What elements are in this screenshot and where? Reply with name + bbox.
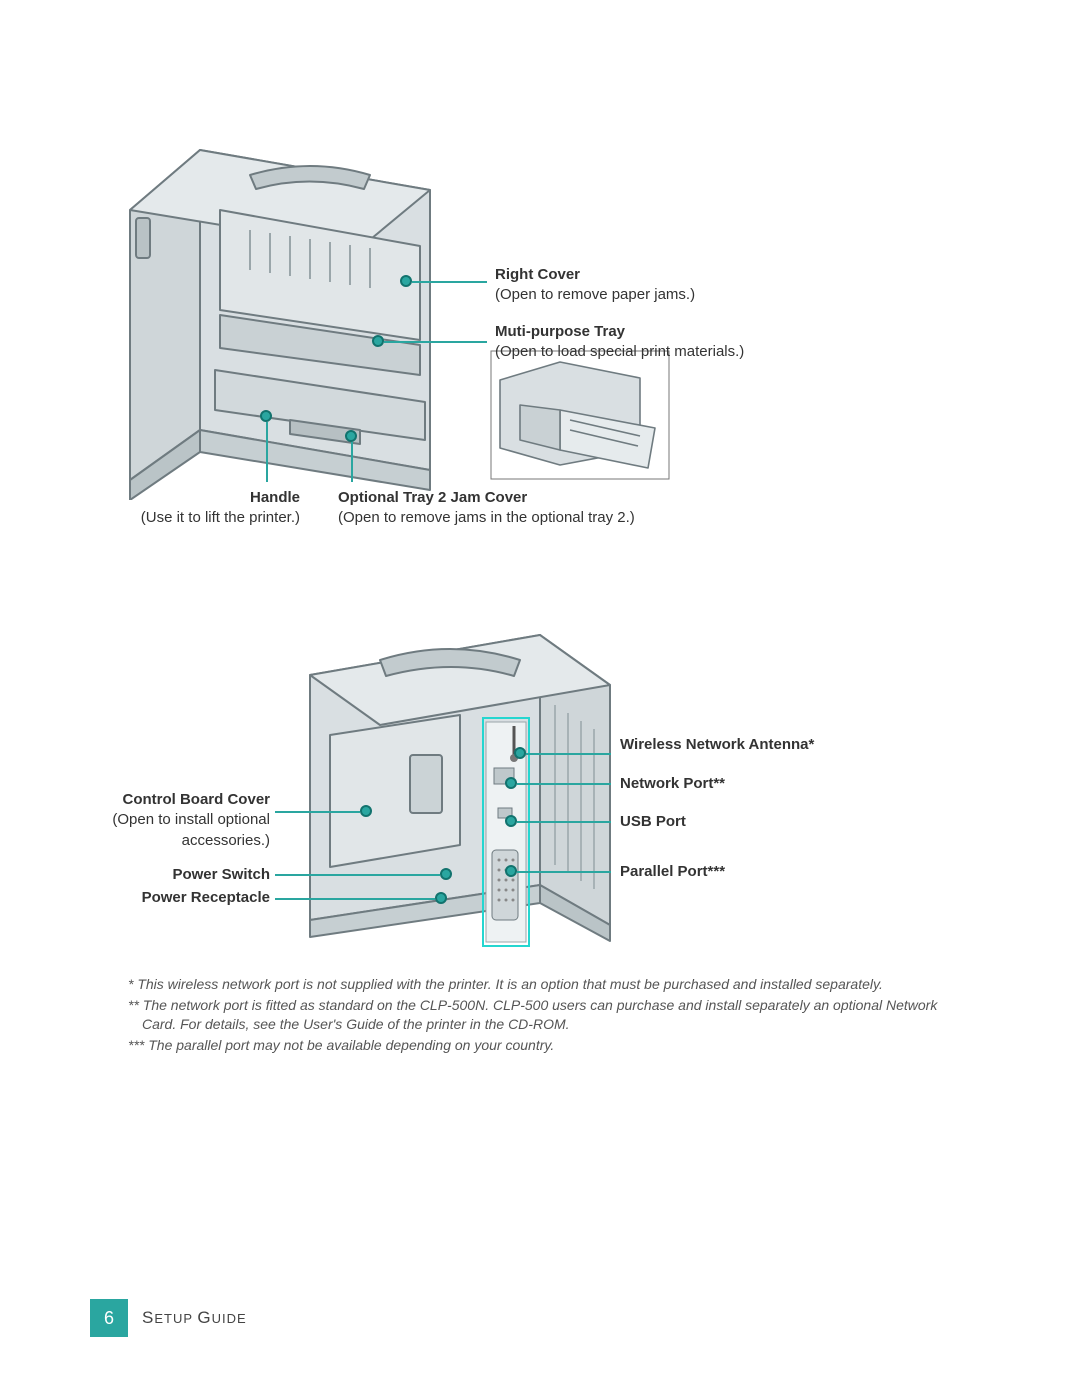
footnotes: * This wireless network port is not supp… (120, 975, 950, 1057)
callout-desc: (Open to install optional accessories.) (70, 810, 270, 851)
callout-leader (517, 783, 611, 785)
callout-title: Control Board Cover (70, 790, 270, 810)
callout-network-port: Network Port** (620, 774, 870, 794)
callout-leader (526, 753, 611, 755)
page-footer: 6 SETUP GUIDE (90, 1299, 247, 1337)
callout-leader (517, 871, 611, 873)
callout-desc: (Open to load special print materials.) (495, 342, 855, 362)
page-number: 6 (90, 1299, 128, 1337)
callout-title: Power Receptacle (70, 888, 270, 908)
callout-dot (505, 777, 517, 789)
mp-tray-inset-illustration (490, 350, 670, 480)
callout-dot (360, 805, 372, 817)
callout-parallel-port: Parallel Port*** (620, 862, 870, 882)
callout-dot (435, 892, 447, 904)
footer-label-part: S (142, 1308, 154, 1327)
callout-title: Power Switch (70, 865, 270, 885)
footer-label-part: ETUP (154, 1311, 197, 1326)
callout-desc: (Open to remove jams in the optional tra… (338, 508, 758, 528)
callout-leader (384, 341, 487, 343)
callout-title: Right Cover (495, 265, 815, 285)
callout-title: Handle (100, 488, 300, 508)
callout-handle: Handle (Use it to lift the printer.) (100, 488, 300, 529)
footnote-3: *** The parallel port may not be availab… (120, 1036, 950, 1055)
callout-leader (412, 281, 487, 283)
callout-dot (505, 815, 517, 827)
callout-mp-tray: Muti-purpose Tray (Open to load special … (495, 322, 855, 363)
callout-power-switch: Power Switch (70, 865, 270, 885)
callout-title: Muti-purpose Tray (495, 322, 855, 342)
callout-dot (400, 275, 412, 287)
callout-leader (275, 898, 435, 900)
callout-dot (372, 335, 384, 347)
callout-leader (351, 442, 353, 482)
diagram-area: Right Cover (Open to remove paper jams.)… (110, 80, 1000, 1130)
callout-tray2-cover: Optional Tray 2 Jam Cover (Open to remov… (338, 488, 758, 529)
callout-desc: (Open to remove paper jams.) (495, 285, 815, 305)
callout-title: USB Port (620, 812, 870, 832)
callout-desc: (Use it to lift the printer.) (100, 508, 300, 528)
footnote-1: * This wireless network port is not supp… (120, 975, 950, 994)
footer-label-part: UIDE (212, 1311, 247, 1326)
callout-title: Parallel Port*** (620, 862, 870, 882)
callout-leader (275, 874, 440, 876)
printer-front-illustration (110, 120, 470, 500)
footer-label-part: G (197, 1308, 211, 1327)
callout-dot (345, 430, 357, 442)
callout-dot (505, 865, 517, 877)
callout-title: Network Port** (620, 774, 870, 794)
callout-dot (440, 868, 452, 880)
callout-control-board-cover: Control Board Cover (Open to install opt… (70, 790, 270, 851)
callout-leader (275, 811, 360, 813)
footer-label: SETUP GUIDE (142, 1308, 247, 1328)
callout-dot (514, 747, 526, 759)
callout-dot (260, 410, 272, 422)
callout-leader (517, 821, 611, 823)
callout-title: Wireless Network Antenna* (620, 735, 870, 755)
callout-title: Optional Tray 2 Jam Cover (338, 488, 758, 508)
callout-power-receptacle: Power Receptacle (70, 888, 270, 908)
callout-leader (266, 422, 268, 482)
footnote-2: ** The network port is fitted as standar… (120, 996, 950, 1034)
callout-wireless-antenna: Wireless Network Antenna* (620, 735, 870, 755)
callout-right-cover: Right Cover (Open to remove paper jams.) (495, 265, 815, 306)
callout-usb-port: USB Port (620, 812, 870, 832)
